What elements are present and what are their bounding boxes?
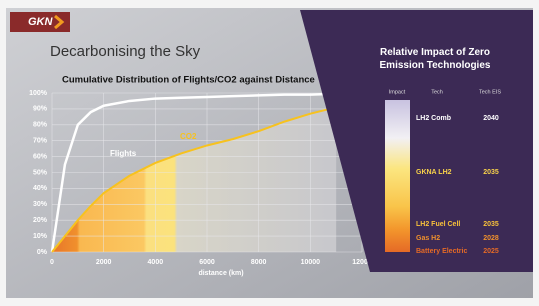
tech-eis: 2035 bbox=[483, 221, 499, 228]
x-tick-label: 8000 bbox=[251, 259, 267, 266]
x-axis-label: distance (km) bbox=[198, 270, 243, 277]
x-tick-label: 6000 bbox=[199, 259, 215, 266]
y-tick-label: 90% bbox=[33, 106, 48, 113]
y-tick-label: 0% bbox=[37, 249, 48, 256]
panel-header: Impact bbox=[389, 89, 406, 95]
series-label: Flights bbox=[110, 149, 137, 158]
y-tick-label: 10% bbox=[33, 233, 48, 240]
y-tick-label: 20% bbox=[33, 217, 48, 224]
y-tick-label: 60% bbox=[33, 153, 48, 160]
panel-header: Tech EIS bbox=[479, 89, 501, 95]
y-tick-label: 70% bbox=[33, 138, 48, 145]
y-tick-label: 100% bbox=[29, 90, 48, 97]
x-tick-label: 2000 bbox=[96, 259, 112, 266]
panel-header: Tech bbox=[431, 89, 443, 95]
y-tick-label: 40% bbox=[33, 185, 48, 192]
impact-scale bbox=[385, 100, 410, 252]
slide-title: Decarbonising the Sky bbox=[50, 43, 201, 60]
chart-title: Cumulative Distribution of Flights/CO2 a… bbox=[62, 75, 315, 86]
tech-eis: 2028 bbox=[483, 235, 499, 242]
tech-name: Gas H2 bbox=[416, 235, 440, 242]
tech-name: GKNA LH2 bbox=[416, 169, 452, 176]
y-tick-label: 50% bbox=[33, 169, 48, 176]
tech-eis: 2035 bbox=[483, 169, 499, 176]
x-tick-label: 4000 bbox=[148, 259, 164, 266]
tech-name: LH2 Fuel Cell bbox=[416, 221, 460, 228]
tech-name: LH2 Comb bbox=[416, 115, 451, 122]
tech-eis: 2025 bbox=[483, 248, 499, 255]
tech-name: Battery Electric bbox=[416, 248, 467, 255]
x-tick-label: 10000 bbox=[301, 259, 321, 266]
y-tick-label: 80% bbox=[33, 122, 48, 129]
tech-eis: 2040 bbox=[483, 115, 499, 122]
x-tick-label: 0 bbox=[50, 259, 54, 266]
y-tick-label: 30% bbox=[33, 201, 48, 208]
series-label: CO2 bbox=[180, 132, 197, 141]
screenshot: GKN Decarbonising the Sky Cumulative Dis… bbox=[0, 0, 539, 306]
logo: GKN bbox=[28, 16, 54, 28]
